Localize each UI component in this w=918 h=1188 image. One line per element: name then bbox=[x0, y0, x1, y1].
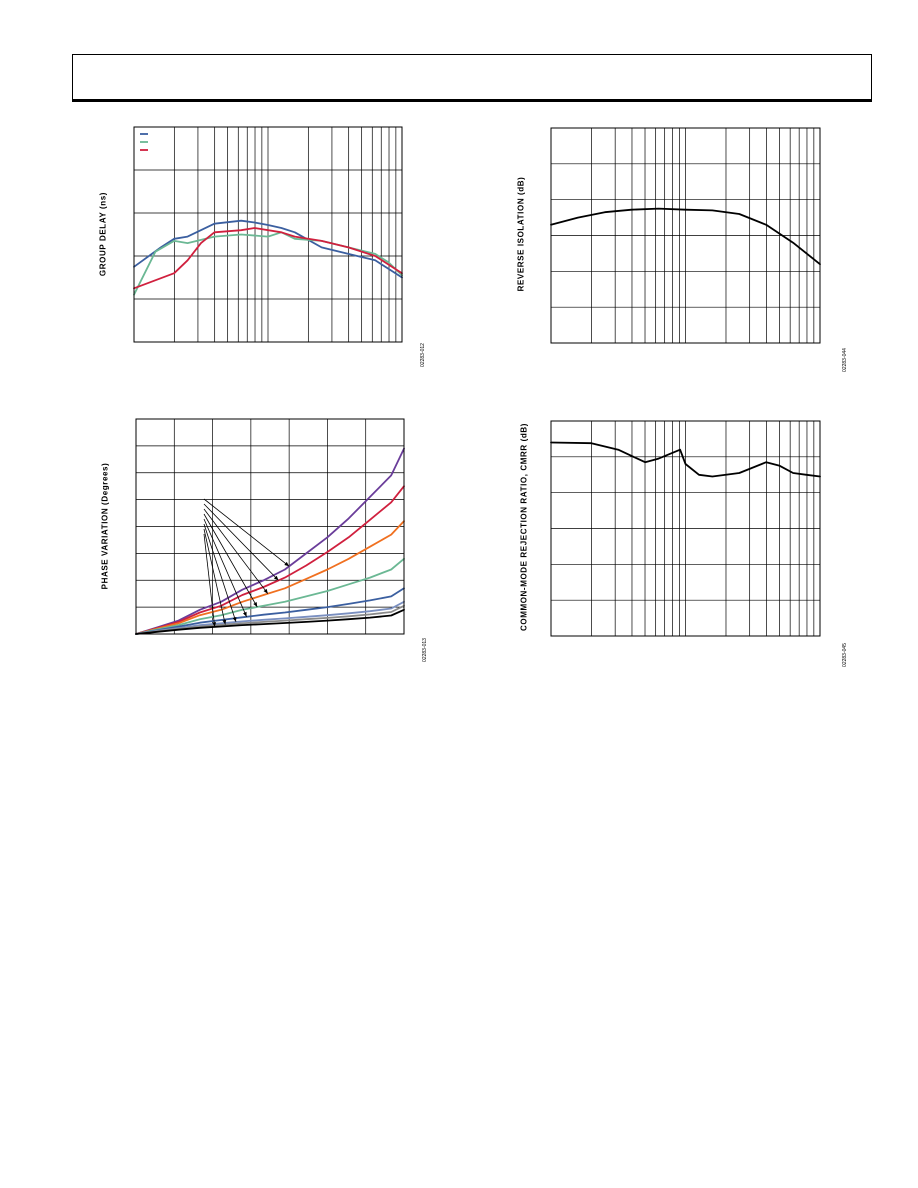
series-line-4 bbox=[135, 587, 405, 635]
series-line-2 bbox=[135, 520, 405, 635]
y-axis-label: PHASE VARIATION (Degrees) bbox=[100, 462, 110, 590]
annotation-arrow-1 bbox=[203, 503, 279, 581]
page-header-box bbox=[72, 54, 872, 102]
series-line-0 bbox=[550, 441, 821, 478]
plot-frame bbox=[550, 127, 821, 344]
chart-plot-reverse-isolation bbox=[550, 127, 821, 344]
annotation-arrow-2 bbox=[203, 508, 269, 594]
series-line-0 bbox=[135, 447, 405, 635]
annotation-arrowhead-3 bbox=[253, 602, 258, 607]
figure-number: 02283-013 bbox=[422, 638, 428, 662]
series-line-3 bbox=[135, 557, 405, 635]
annotation-arrowhead-4 bbox=[242, 611, 247, 617]
annotation-arrowhead-2 bbox=[263, 588, 268, 594]
plot-frame bbox=[135, 418, 405, 635]
figure-number: 02283-044 bbox=[842, 348, 848, 372]
annotation-arrow-7 bbox=[203, 533, 216, 627]
annotation-arrow-5 bbox=[203, 523, 237, 623]
annotation-arrow-6 bbox=[203, 528, 226, 625]
y-axis-label: GROUP DELAY (ns) bbox=[98, 191, 108, 277]
annotation-arrowhead-5 bbox=[232, 616, 237, 622]
plot-frame bbox=[133, 126, 403, 343]
chart-plot-cmrr bbox=[550, 420, 821, 637]
annotation-arrow-4 bbox=[203, 518, 247, 617]
annotation-arrowhead-7 bbox=[212, 622, 217, 627]
annotation-arrow-3 bbox=[203, 513, 258, 608]
series-line-2 bbox=[133, 227, 403, 290]
annotation-arrowhead-0 bbox=[284, 561, 290, 567]
figure-number: 02283-045 bbox=[842, 643, 848, 667]
annotation-arrow-0 bbox=[203, 498, 290, 567]
plot-frame bbox=[550, 420, 821, 637]
annotation-arrowhead-6 bbox=[222, 619, 227, 625]
chart-plot-group-delay bbox=[133, 126, 403, 343]
y-axis-label: COMMON-MODE REJECTION RATIO, CMRR (dB) bbox=[519, 423, 529, 631]
series-line-1 bbox=[133, 231, 403, 296]
chart-plot-phase-variation bbox=[135, 418, 405, 635]
series-line-0 bbox=[133, 219, 403, 279]
figure-number: 02283-012 bbox=[420, 343, 426, 367]
series-line-1 bbox=[135, 485, 405, 635]
series-line-0 bbox=[550, 207, 821, 266]
y-axis-label: REVERSE ISOLATION (dB) bbox=[516, 176, 526, 292]
series-line-7 bbox=[135, 608, 405, 635]
annotation-arrowhead-1 bbox=[273, 575, 279, 581]
